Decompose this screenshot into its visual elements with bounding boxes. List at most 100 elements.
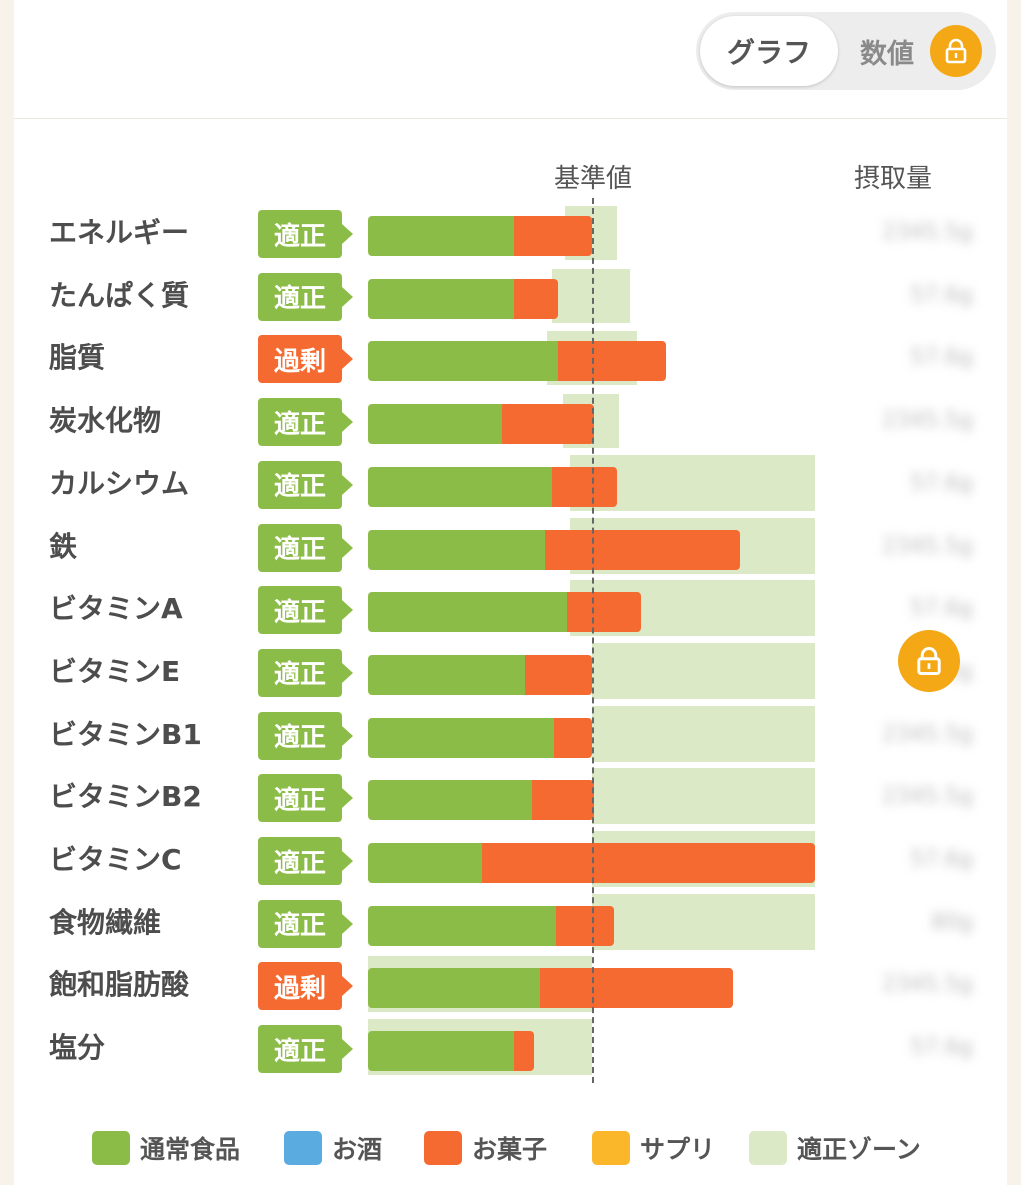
nutrient-row: 塩分 適正 57.6g (14, 1017, 1007, 1079)
intake-lock-icon[interactable] (898, 630, 960, 692)
intake-value: 57.6g (910, 345, 973, 371)
card-header: グラフ 数値 (14, 0, 1007, 119)
status-badge: 適正 (258, 711, 353, 760)
legend-item: サプリ (592, 1130, 715, 1166)
normal-food-bar (368, 341, 559, 382)
normal-food-bar (368, 843, 483, 883)
nutrient-row: カルシウム 適正 57.6g (14, 453, 1007, 515)
normal-food-bar (368, 780, 532, 821)
standard-value-header: 基準値 (554, 164, 633, 194)
nutrient-label: ビタミンE (49, 654, 181, 688)
legend-label: 適正ゾーン (797, 1135, 921, 1164)
nutrient-label: たんぱく質 (49, 278, 190, 312)
normal-food-bar (368, 968, 541, 1009)
intake-value: 2345.5g (882, 220, 973, 245)
legend-swatch (284, 1131, 322, 1165)
normal-food-bar (368, 529, 545, 570)
normal-food-bar (368, 466, 552, 507)
nutrient-label: ビタミンA (49, 592, 183, 626)
intake-value: 57.6g (910, 470, 973, 496)
nutrient-label: 炭水化物 (49, 404, 162, 438)
nutrient-label: 鉄 (49, 529, 78, 563)
intake-value: 2345.5g (882, 972, 973, 998)
graph-toggle-button[interactable]: グラフ (700, 16, 838, 86)
nutrient-row: ビタミンE適正57.6g (14, 641, 1007, 703)
nutrient-row: 炭水化物 適正 2345.5g (14, 390, 1007, 452)
intake-value: 2345.5g (882, 784, 973, 810)
lock-icon (930, 25, 982, 77)
normal-food-bar (368, 654, 525, 695)
snack-bar (551, 466, 617, 507)
normal-food-bar (368, 905, 557, 946)
intake-value: 57.6g (910, 847, 973, 872)
legend-swatch (424, 1131, 462, 1165)
normal-food-bar (368, 216, 514, 256)
proper-zone-bar (592, 642, 815, 699)
legend-label: お酒 (332, 1135, 383, 1164)
snack-bar (567, 592, 642, 633)
nutrition-card: グラフ 数値 基準値 摂取量 エネルギー 適正 2345.5g たんぱく質 適正 57.6… (14, 0, 1007, 1185)
nutrient-label: 脂質 (49, 341, 106, 375)
snack-bar (513, 1031, 534, 1072)
legend-item: お酒 (284, 1130, 382, 1166)
nutrient-label: 飽和脂肪酸 (49, 968, 190, 1002)
legend-label: お菓子 (472, 1135, 548, 1164)
standard-reference-line (592, 198, 594, 1083)
nutrient-row: 飽和脂肪酸 過剰 2345.5g (14, 954, 1007, 1016)
status-badge: 適正 (258, 1025, 353, 1074)
nutrient-row: ビタミンB1 適正 2345.5g (14, 704, 1007, 766)
nutrient-row: たんぱく質 適正 57.6g (14, 265, 1007, 327)
legend-label: サプリ (640, 1135, 716, 1164)
nutrient-row: 脂質 過剰 57.6g (14, 327, 1007, 389)
nutrient-label: エネルギー (49, 216, 190, 249)
number-toggle-label: 数値 (860, 38, 914, 70)
proper-zone-bar (592, 893, 815, 950)
status-badge: 適正 (258, 460, 353, 509)
status-badge: 適正 (258, 272, 353, 321)
status-badge: 適正 (258, 837, 353, 885)
nutrient-row: エネルギー 適正 2345.5g (14, 202, 1007, 264)
number-toggle-button[interactable]: 数値 (846, 16, 992, 86)
status-badge: 過剰 (258, 335, 353, 384)
status-badge: 適正 (258, 586, 353, 635)
proper-zone-bar (592, 768, 815, 825)
nutrient-label: カルシウム (49, 466, 190, 500)
nutrient-label: 塩分 (49, 1031, 106, 1065)
intake-value: 2345.5g (882, 721, 973, 747)
proper-zone-bar (592, 705, 815, 762)
snack-bar (540, 968, 734, 1009)
normal-food-bar (368, 404, 503, 445)
nutrient-row: ビタミンC 適正 57.6g (14, 829, 1007, 891)
nutrient-label: ビタミンB2 (49, 780, 202, 814)
legend-swatch (592, 1131, 630, 1165)
status-badge: 適正 (258, 648, 353, 697)
intake-value: 2345.5g (882, 408, 973, 434)
snack-bar (482, 843, 815, 883)
snack-bar (531, 780, 595, 821)
intake-value: 2345.5g (882, 533, 973, 559)
intake-value: 57.6g (910, 596, 973, 622)
legend-swatch (92, 1131, 130, 1165)
nutrient-row: 鉄 適正 2345.5g (14, 516, 1007, 578)
snack-bar (553, 717, 592, 758)
intake-value: 57.6g (910, 1035, 973, 1061)
nutrient-label: ビタミンB1 (49, 717, 202, 751)
intake-value: 80g (931, 909, 973, 935)
legend-item: 通常食品 (92, 1130, 240, 1166)
status-badge: 適正 (258, 899, 353, 948)
status-badge: 適正 (258, 210, 353, 258)
status-badge: 適正 (258, 774, 353, 823)
snack-bar (513, 278, 559, 319)
snack-bar (513, 216, 592, 256)
legend: 通常食品 お酒 お菓子 サプリ 適正ゾーン (14, 1120, 1007, 1176)
nutrient-row: ビタミンB2 適正 2345.5g (14, 766, 1007, 828)
proper-zone-bar (551, 268, 631, 323)
view-toggle[interactable]: グラフ 数値 (696, 12, 996, 90)
nutrient-row: ビタミンA 適正 57.6g (14, 578, 1007, 640)
legend-item: お菓子 (424, 1130, 547, 1166)
normal-food-bar (368, 717, 554, 758)
snack-bar (502, 404, 595, 445)
status-badge: 過剰 (258, 962, 353, 1011)
status-badge: 適正 (258, 523, 353, 572)
nutrient-label: 食物繊維 (49, 905, 162, 939)
